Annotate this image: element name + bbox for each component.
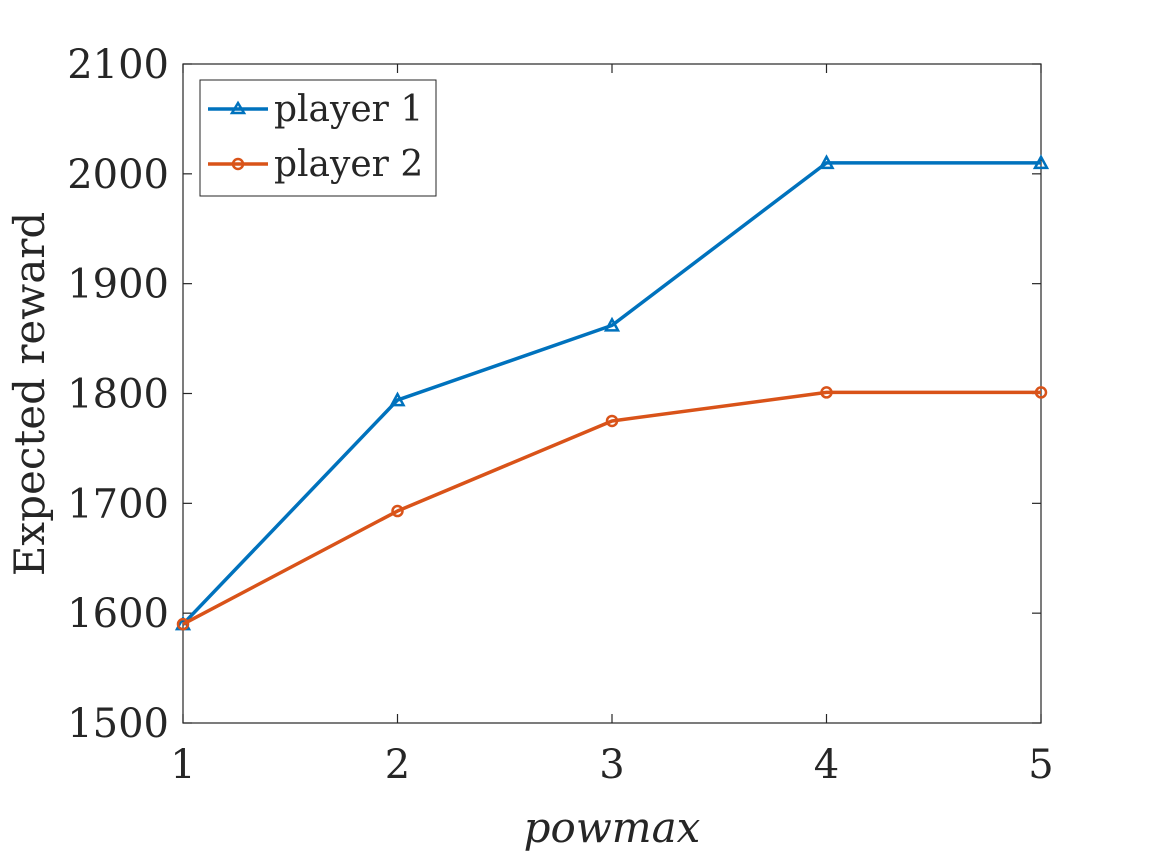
data-point-player-1 — [389, 391, 406, 407]
data-point-player-2 — [176, 617, 190, 631]
data-point-player-2 — [820, 386, 833, 399]
legend-label-player-2: player 2 — [274, 144, 423, 185]
data-point-player-2 — [605, 414, 619, 428]
y-tick-label: 2100 — [67, 42, 169, 88]
data-point-player-1 — [603, 316, 621, 332]
y-tick-label: 2000 — [67, 152, 169, 198]
legend: player 1 player 2 — [199, 79, 437, 197]
series-line-player-1 — [181, 161, 1041, 626]
data-point-player-2 — [1034, 386, 1048, 399]
x-tick-label: 5 — [1028, 742, 1053, 788]
y-tick-label: 1900 — [67, 262, 169, 308]
y-tick-label: 1800 — [67, 372, 169, 418]
axis-ticks: 1 2 3 4 5 1500 1600 1700 1800 1900 2000 2100 — [67, 42, 1054, 788]
y-axis-title: Expected reward — [5, 212, 54, 576]
legend-marker-player-2 — [231, 157, 245, 171]
series-layer — [174, 154, 1050, 631]
x-tick-label: 4 — [814, 742, 839, 788]
x-axis-title: powmax — [524, 803, 701, 852]
x-tick-label: 3 — [599, 742, 624, 788]
legend-marker-player-1 — [229, 100, 247, 115]
y-tick-label: 1500 — [67, 701, 169, 747]
y-tick-label: 1700 — [67, 481, 169, 527]
x-tick-label: 2 — [385, 742, 410, 788]
legend-label-player-1: player 1 — [274, 89, 423, 130]
data-point-player-1 — [818, 154, 835, 170]
y-tick-label: 1600 — [67, 591, 169, 637]
data-point-player-2 — [391, 504, 404, 518]
data-point-player-1 — [1032, 154, 1050, 170]
legend-box — [199, 79, 437, 197]
series-line-player-2 — [182, 390, 1041, 626]
x-tick-label: 1 — [170, 742, 195, 788]
